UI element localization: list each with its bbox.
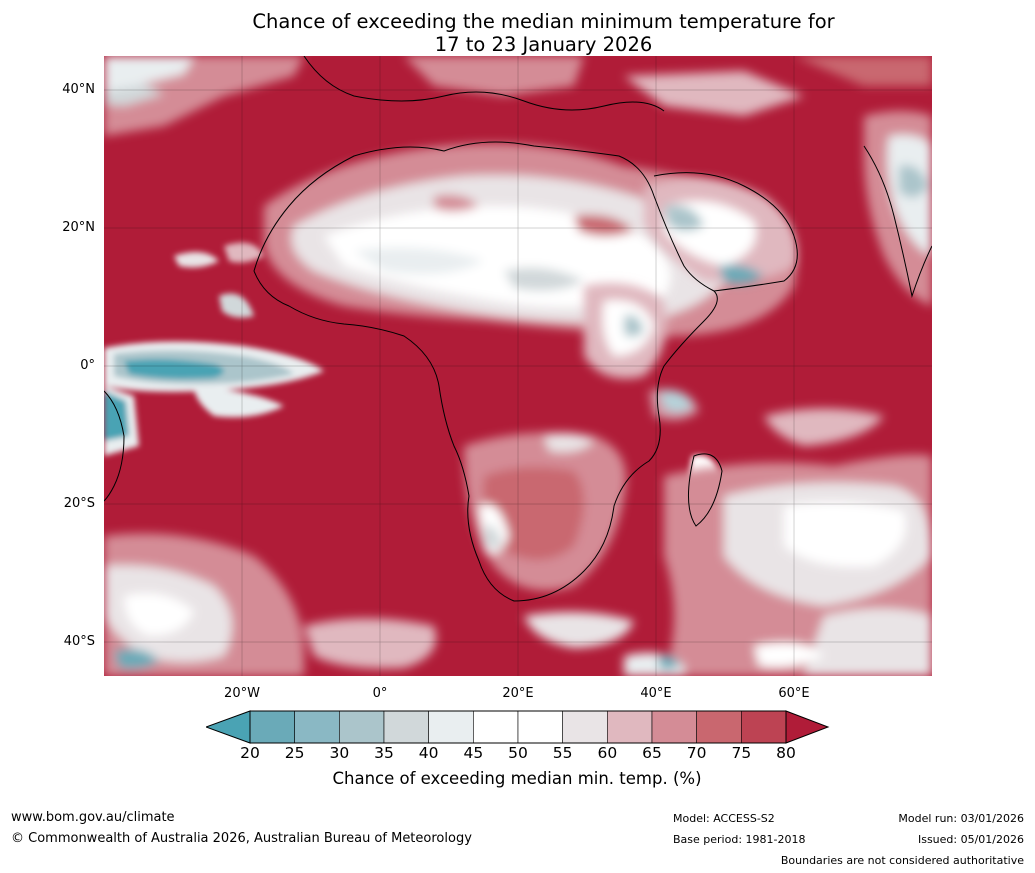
colorbar-segment xyxy=(607,710,653,744)
colorbar-tick-label: 80 xyxy=(776,744,796,762)
lat-label-40n: 40°N xyxy=(62,82,95,97)
lat-label-20n: 20°N xyxy=(62,220,95,235)
website-link[interactable]: www.bom.gov.au/climate xyxy=(11,810,175,825)
lon-label-60e: 60°E xyxy=(778,686,810,701)
colorbar-tick-label: 60 xyxy=(597,744,618,762)
colorbar-tick-label: 25 xyxy=(284,744,305,762)
lat-label-20s: 20°S xyxy=(63,496,95,511)
colorbar-tick-label: 50 xyxy=(508,744,528,762)
model-text: Model: ACCESS-S2 xyxy=(673,812,775,825)
colorbar-label: Chance of exceeding median min. temp. (%… xyxy=(332,769,702,788)
title-line-2: 17 to 23 January 2026 xyxy=(434,33,653,56)
colorbar-tick-label: 55 xyxy=(552,744,573,762)
copyright-text: © Commonwealth of Australia 2026, Austra… xyxy=(11,831,472,846)
colorbar-segment xyxy=(562,710,608,744)
colorbar-segment xyxy=(339,710,385,744)
lon-label-20w: 20°W xyxy=(224,686,260,701)
issued-text: Issued: 05/01/2026 xyxy=(917,833,1024,846)
north-atlantic-field xyxy=(104,56,932,136)
south-atlantic-field xyxy=(104,533,634,676)
colorbar-tick-label: 45 xyxy=(463,744,484,762)
arabia-field xyxy=(644,178,796,284)
arabia-coastline xyxy=(653,172,798,292)
graticule xyxy=(104,56,932,676)
colorbar-tick-label: 30 xyxy=(329,744,350,762)
colorbar-segment xyxy=(651,710,697,744)
colorbar-outline xyxy=(249,710,787,744)
colorbar-arrow-low xyxy=(206,711,250,743)
colorbar-arrow-high xyxy=(786,711,828,743)
colorbar-tick-label: 75 xyxy=(731,744,752,762)
south-america-coastline xyxy=(104,390,125,502)
colorbar xyxy=(206,710,830,744)
europe-coastline xyxy=(303,56,665,112)
lon-label-40e: 40°E xyxy=(640,686,672,701)
colorbar-segment xyxy=(428,710,474,744)
africa-coastline xyxy=(253,141,718,602)
colorbar-tick-label: 65 xyxy=(642,744,662,762)
india-coastline xyxy=(863,145,932,298)
east-africa-field xyxy=(584,283,699,420)
model-run-text: Model run: 03/01/2026 xyxy=(898,812,1024,825)
colorbar-segment xyxy=(741,710,787,744)
lat-label-40s: 40°S xyxy=(63,634,95,649)
title-line-1: Chance of exceeding the median minimum t… xyxy=(252,10,835,33)
colorbar-segment xyxy=(249,710,295,744)
base-period-text: Base period: 1981-2018 xyxy=(673,833,806,846)
southern-africa-field xyxy=(464,432,626,591)
madagascar-coastline xyxy=(687,453,723,527)
colorbar-segment xyxy=(383,710,429,744)
colorbar-segment xyxy=(517,710,563,744)
colorbar-tick-label: 20 xyxy=(240,744,260,762)
india-field xyxy=(864,111,932,306)
lon-label-20e: 20°E xyxy=(502,686,534,701)
map-canvas xyxy=(104,56,932,676)
southern-ocean-field xyxy=(624,408,932,676)
colorbar-tick-label: 40 xyxy=(418,744,439,762)
disclaimer-text: Boundaries are not considered authoritat… xyxy=(780,854,1024,867)
colorbar-segment xyxy=(294,710,340,744)
coastlines xyxy=(104,56,932,602)
lon-label-0: 0° xyxy=(372,686,388,701)
colorbar-tick-label: 35 xyxy=(374,744,394,762)
colorbar-tick-label: 70 xyxy=(686,744,707,762)
equatorial-atlantic-cool xyxy=(104,242,324,456)
lat-label-0: 0° xyxy=(80,358,95,373)
probability-map xyxy=(104,56,932,676)
colorbar-segment xyxy=(696,710,742,744)
map-title: Chance of exceeding the median minimum t… xyxy=(0,10,1035,56)
colorbar-segment xyxy=(473,710,519,744)
